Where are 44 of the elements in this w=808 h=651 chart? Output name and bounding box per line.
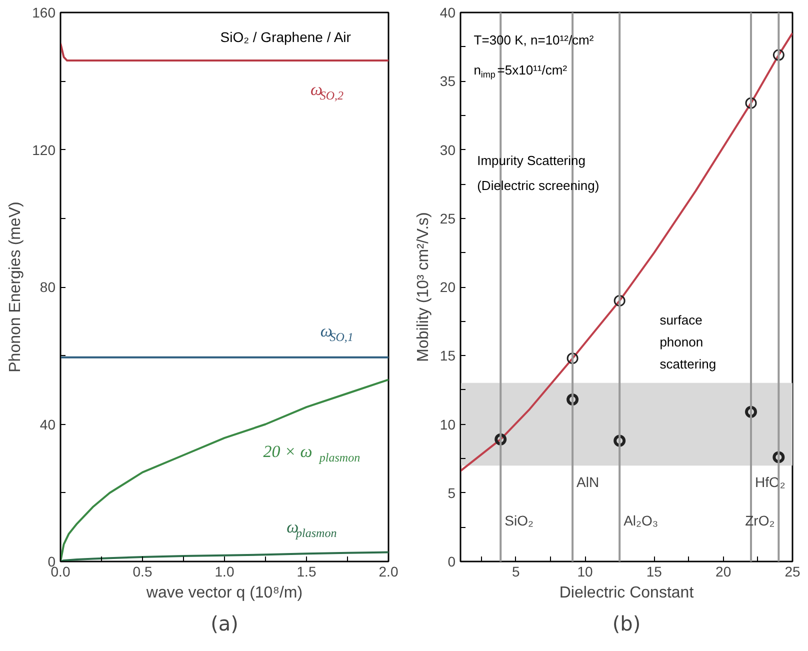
x-tick-label: 10 (577, 564, 593, 580)
x-tick-label: 2.0 (378, 564, 398, 580)
y-tick-label: 40 (40, 416, 56, 432)
text: (a) (210, 612, 238, 636)
x-tick-label: 15 (646, 564, 662, 580)
y-tick-label: 120 (32, 142, 56, 158)
y-tick-label: 40 (440, 4, 456, 20)
x-tick-label: 25 (784, 564, 800, 580)
point (772, 49, 784, 61)
x-tick-label: 1.5 (296, 564, 316, 580)
annotation: (Dielectric screening) (477, 178, 600, 193)
x-axis-title: Dielectric Constant (559, 584, 694, 602)
y-tick-label: 35 (440, 73, 456, 90)
y-axis-title: Mobility (10³ cm²/V.s) (414, 212, 432, 362)
annotation: phonon (660, 334, 704, 350)
x-tick-label: 0.5 (132, 564, 152, 580)
text: (b) (612, 612, 641, 636)
y-tick-label: 5 (448, 484, 456, 501)
y-tick-label: 25 (440, 210, 456, 226)
y-tick-label: 15 (440, 348, 456, 364)
ref-line-label: Al₂O₃ (624, 512, 658, 528)
ref-line-label: SiO₂ (504, 512, 534, 528)
annotation: scattering (660, 356, 716, 372)
annotation: T=300 K, n=10¹²/cm² (474, 32, 594, 48)
x-tick-label: 1.0 (214, 564, 234, 580)
y-tick-label: 80 (40, 279, 56, 295)
line-series (460, 32, 792, 472)
y-tick-label: 30 (440, 142, 456, 158)
annotation: Impurity Scattering (477, 153, 586, 168)
y-tick-label: 160 (32, 4, 56, 20)
y-tick-label: 0 (448, 554, 456, 570)
x-axis-title: wave vector q (10⁸/m) (145, 584, 303, 602)
x-tick-label: 5 (512, 564, 520, 580)
annotation: SiO₂ / Graphene / Air (220, 29, 352, 46)
x-tick-label: 20 (716, 564, 732, 580)
point (614, 294, 626, 306)
point (745, 97, 757, 109)
y-tick-label: 20 (440, 279, 456, 295)
annotation: surface (660, 312, 702, 328)
ref-line-label: ZrO₂ (745, 512, 775, 528)
y-tick-label: 10 (440, 416, 456, 432)
ref-line-label: AlN (576, 474, 600, 490)
y-axis-title: Phonon Energies (meV) (7, 202, 24, 372)
point (566, 352, 578, 364)
